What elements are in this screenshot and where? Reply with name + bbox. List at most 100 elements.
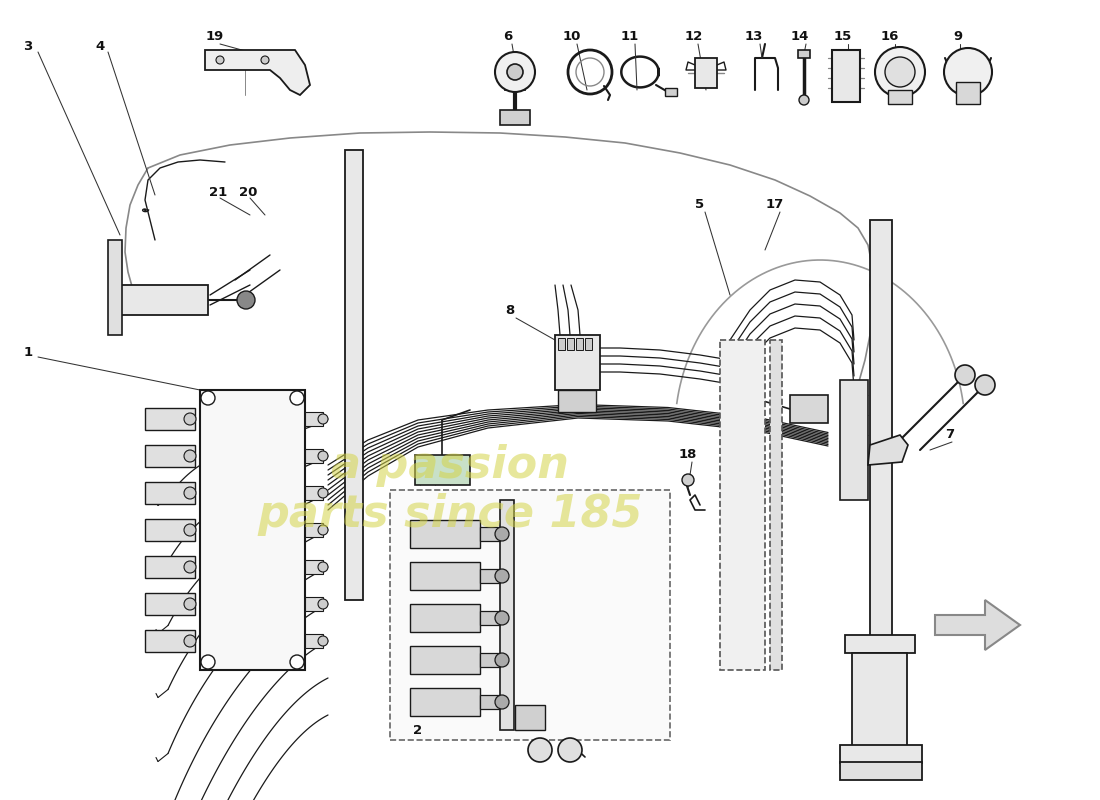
Text: 6: 6: [504, 30, 513, 42]
Text: 4: 4: [96, 41, 104, 54]
Bar: [480, 569, 501, 583]
Circle shape: [318, 451, 328, 461]
Bar: [720, 340, 764, 670]
Text: 3: 3: [23, 41, 33, 54]
Circle shape: [495, 527, 509, 541]
Circle shape: [507, 64, 522, 80]
Bar: [840, 380, 868, 500]
Bar: [390, 490, 670, 740]
Circle shape: [184, 635, 196, 647]
Bar: [145, 630, 195, 652]
Text: 17: 17: [766, 198, 784, 211]
Bar: [666, 88, 676, 96]
Bar: [410, 520, 480, 548]
Bar: [480, 527, 501, 541]
Circle shape: [318, 636, 328, 646]
Bar: [840, 745, 922, 763]
Circle shape: [184, 487, 196, 499]
Bar: [305, 634, 323, 648]
Bar: [480, 611, 501, 625]
Circle shape: [495, 569, 509, 583]
Circle shape: [558, 738, 582, 762]
Text: 20: 20: [239, 186, 257, 198]
Circle shape: [682, 474, 694, 486]
Bar: [558, 390, 596, 412]
Circle shape: [495, 653, 509, 667]
Bar: [956, 82, 980, 104]
Bar: [345, 150, 363, 600]
Circle shape: [318, 525, 328, 535]
Bar: [108, 240, 122, 335]
Text: 2: 2: [414, 723, 422, 737]
Bar: [566, 338, 574, 350]
Bar: [145, 408, 195, 430]
Bar: [770, 340, 782, 670]
Bar: [556, 335, 600, 390]
Bar: [145, 556, 195, 578]
Bar: [305, 449, 323, 463]
Bar: [415, 455, 470, 485]
Bar: [500, 110, 530, 125]
Text: 12: 12: [685, 30, 703, 42]
Bar: [200, 390, 305, 670]
Circle shape: [528, 738, 552, 762]
Bar: [145, 593, 195, 615]
Bar: [585, 338, 592, 350]
Bar: [145, 519, 195, 541]
Circle shape: [318, 599, 328, 609]
Circle shape: [184, 450, 196, 462]
Text: 10: 10: [563, 30, 581, 42]
Circle shape: [184, 561, 196, 573]
Bar: [695, 58, 717, 88]
Text: 13: 13: [745, 30, 763, 42]
Bar: [145, 445, 195, 467]
Bar: [305, 560, 323, 574]
Bar: [480, 695, 501, 709]
Bar: [500, 500, 514, 730]
Text: 15: 15: [834, 30, 852, 42]
Text: a passion
parts since 185: a passion parts since 185: [257, 443, 642, 536]
Circle shape: [318, 562, 328, 572]
Text: 9: 9: [954, 30, 962, 42]
Circle shape: [201, 655, 214, 669]
Bar: [305, 523, 323, 537]
Circle shape: [261, 56, 270, 64]
Circle shape: [495, 611, 509, 625]
Text: 11: 11: [620, 30, 639, 42]
Bar: [840, 762, 922, 780]
Circle shape: [944, 48, 992, 96]
Circle shape: [184, 413, 196, 425]
Bar: [410, 604, 480, 632]
Bar: [145, 482, 195, 504]
Text: 19: 19: [206, 30, 224, 42]
Circle shape: [495, 695, 509, 709]
Circle shape: [184, 598, 196, 610]
Text: 1: 1: [23, 346, 33, 358]
Text: 18: 18: [679, 449, 697, 462]
Text: 16: 16: [881, 30, 899, 42]
Circle shape: [290, 391, 304, 405]
Polygon shape: [868, 435, 908, 465]
Bar: [410, 688, 480, 716]
Bar: [305, 486, 323, 500]
Circle shape: [955, 365, 975, 385]
Bar: [852, 653, 907, 748]
Polygon shape: [935, 600, 1020, 650]
Bar: [305, 597, 323, 611]
Text: 14: 14: [791, 30, 810, 42]
Circle shape: [886, 57, 915, 87]
Bar: [576, 338, 583, 350]
Circle shape: [318, 414, 328, 424]
Polygon shape: [205, 50, 310, 95]
Bar: [410, 646, 480, 674]
Text: 21: 21: [209, 186, 227, 198]
Bar: [305, 412, 323, 426]
Circle shape: [290, 655, 304, 669]
Bar: [410, 562, 480, 590]
Bar: [870, 220, 892, 640]
Circle shape: [184, 524, 196, 536]
Bar: [832, 50, 860, 102]
Bar: [558, 338, 565, 350]
Circle shape: [318, 488, 328, 498]
Circle shape: [799, 95, 808, 105]
